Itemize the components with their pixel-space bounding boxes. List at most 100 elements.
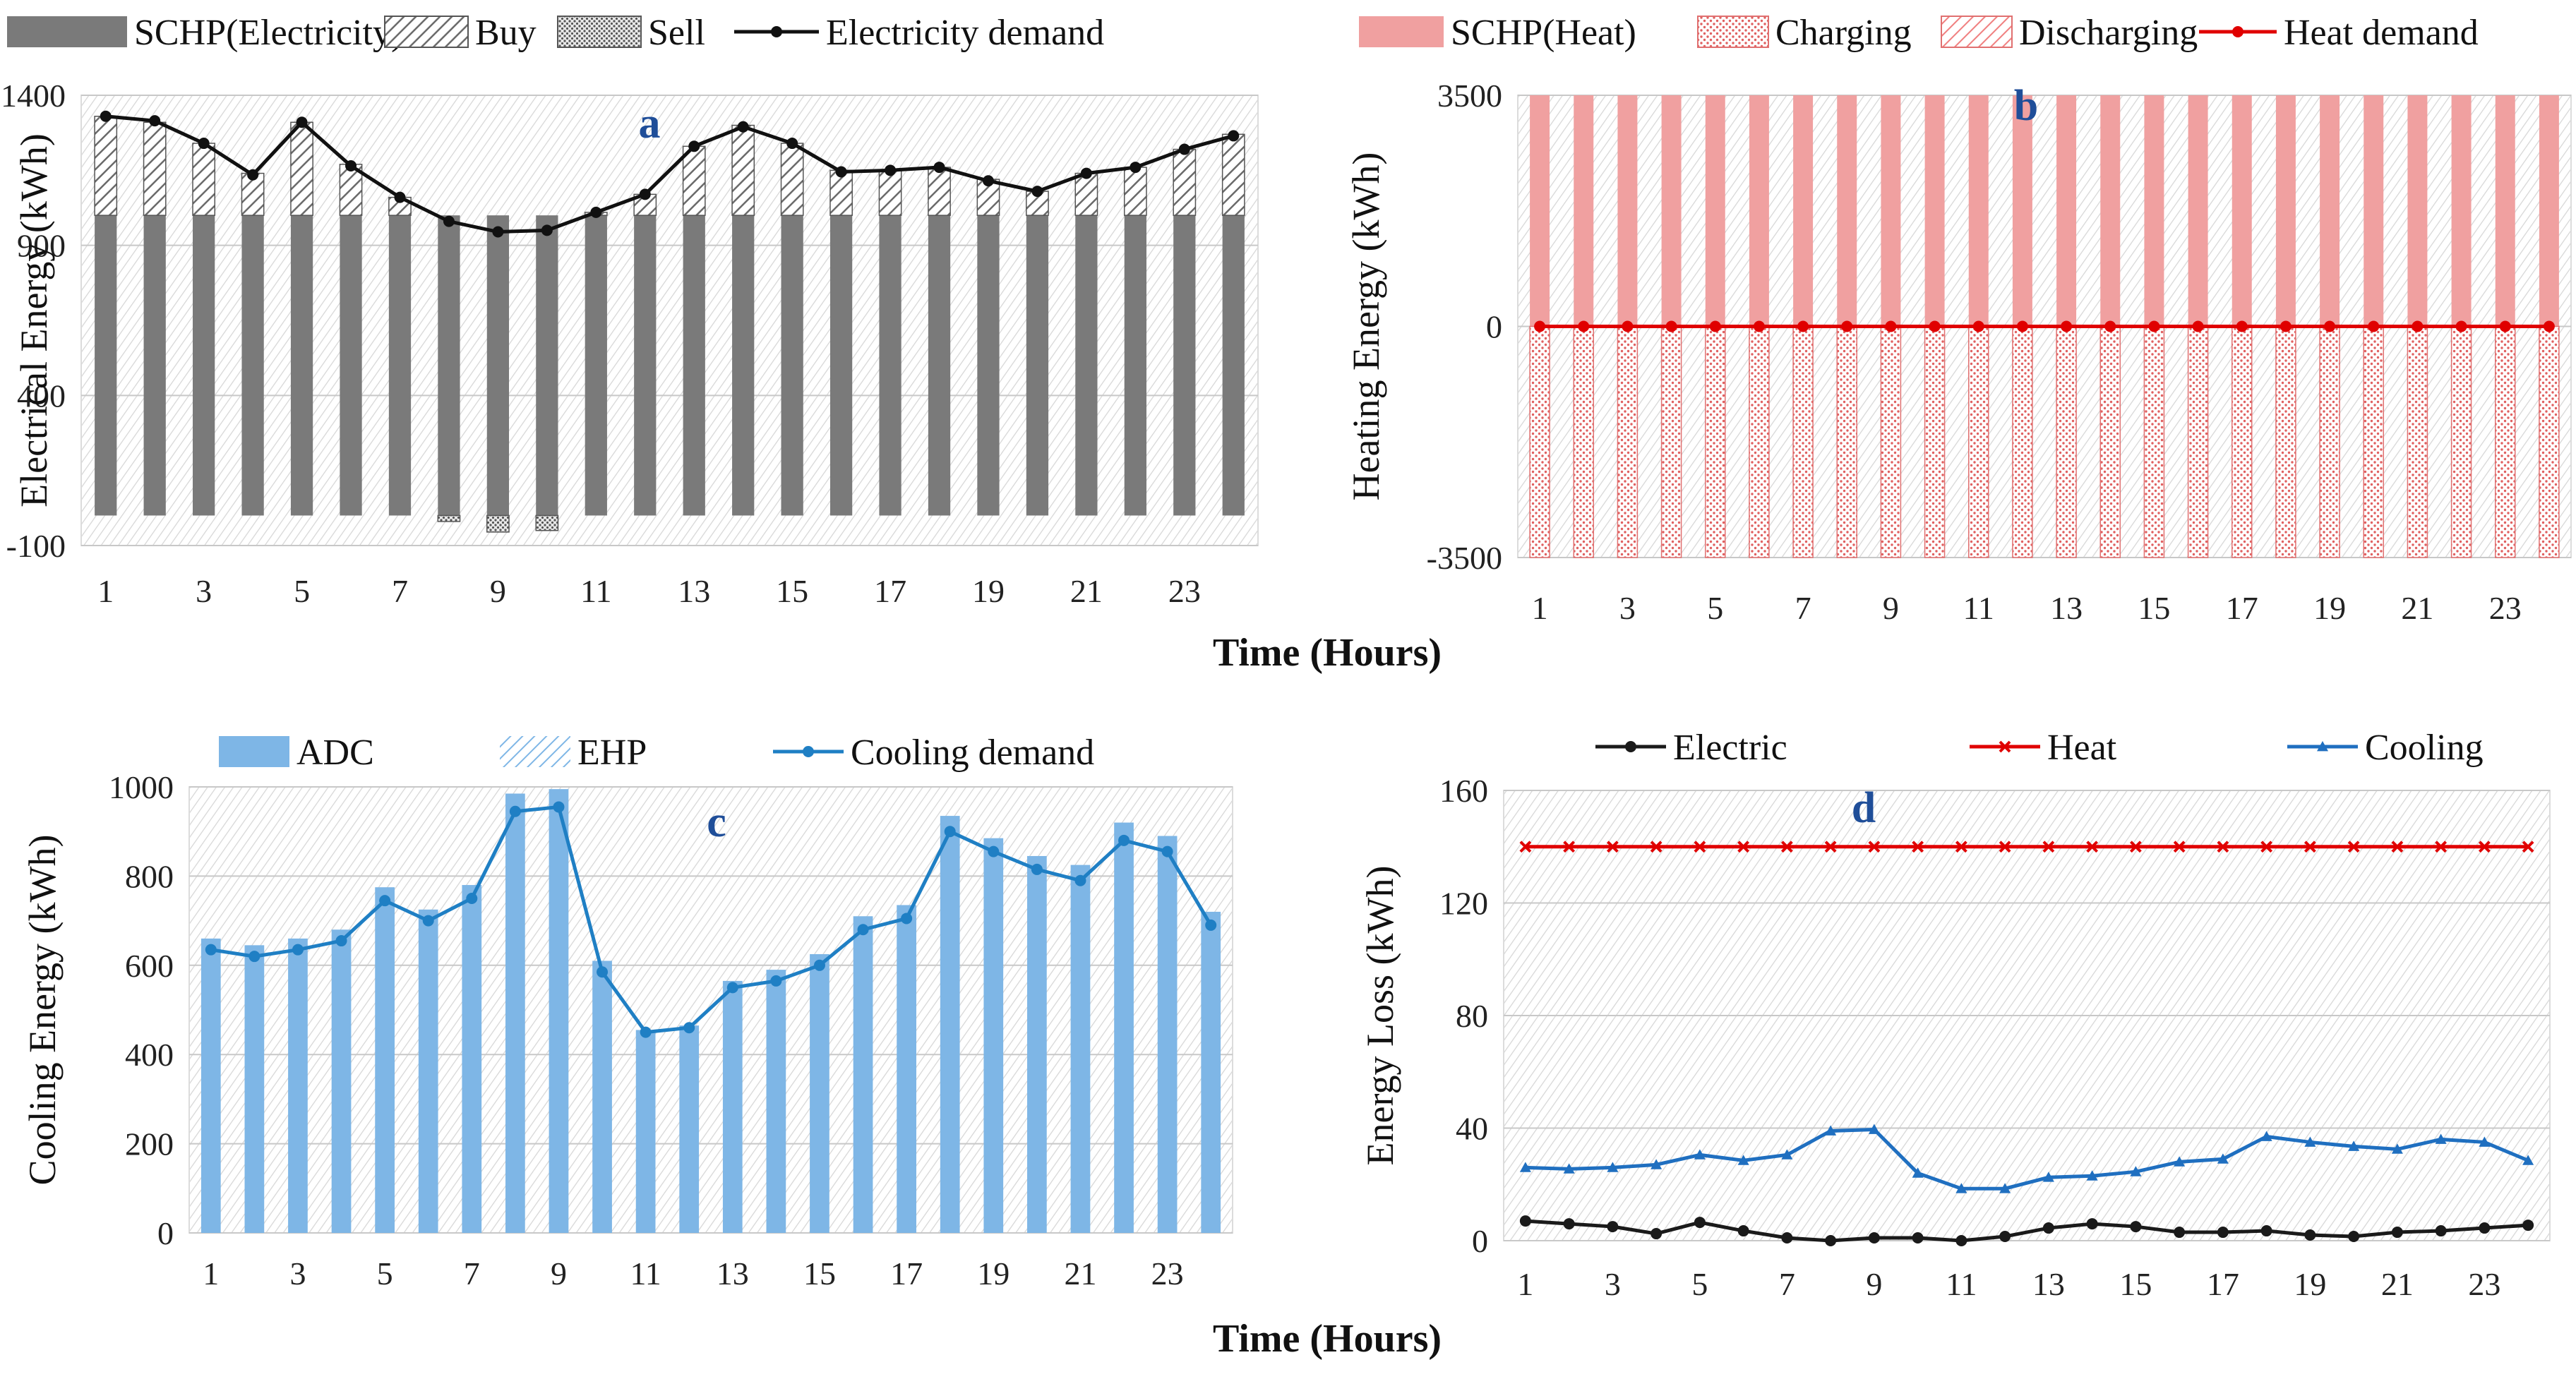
point-a-electricity-demand-18 [933,162,945,174]
bar-b-charging-19 [2319,325,2340,558]
bar-b-schp-heat--3 [1617,95,1638,327]
bar-b-charging-21 [2407,325,2428,558]
y-tick-label-c-5: 1000 [109,769,174,805]
legend-label-b-charging: Charging [1775,13,1912,53]
point-d-heat-13 [2042,841,2055,853]
x-tick-label-b-1: 3 [1619,590,1636,626]
point-b-heat-demand-23 [2499,320,2511,332]
legend-label-d-electric: Electric [1673,728,1787,768]
point-b-heat-demand-19 [2324,320,2336,332]
legend-marker-a-electricity-demand [771,26,782,37]
point-a-electricity-demand-17 [885,164,897,176]
bar-c-adc-10 [592,961,612,1233]
panel-tag-a: a [639,100,661,147]
bar-a-buy-18 [928,167,951,216]
point-a-electricity-demand-9 [492,226,504,238]
bar-a-buy-14 [731,124,755,216]
x-axis-title-top: Time (Hours) [1213,631,1442,675]
x-tick-label-c-11: 23 [1151,1255,1184,1291]
bar-b-schp-heat--19 [2320,95,2340,327]
bar-a-schp-electricity--24 [1222,215,1245,516]
legend-swatch-b-discharging [1941,16,2013,48]
y-tick-label-a-2: 900 [17,228,66,264]
bar-c-adc-22 [1114,822,1134,1233]
bar-b-charging-12 [2012,325,2033,558]
bar-b-charging-4 [1660,325,1682,558]
bar-a-schp-electricity--14 [732,215,755,516]
point-c-cooling-demand-12 [683,1022,695,1034]
point-d-heat-11 [1955,841,1967,853]
line-a-electricity-demand [105,114,1234,234]
bar-b-charging-11 [1968,325,1989,558]
bar-c-adc-17 [897,905,916,1233]
bar-a-schp-electricity--22 [1124,215,1146,516]
bar-c-adc-24 [1201,911,1221,1233]
legend-label-c-adc: ADC [296,733,374,773]
point-d-cooling-14 [2086,1170,2098,1181]
point-a-electricity-demand-23 [1178,143,1190,155]
point-d-cooling-17 [2217,1153,2229,1164]
point-b-heat-demand-9 [1885,320,1897,332]
point-c-cooling-demand-19 [988,845,1000,857]
x-tick-label-c-4: 9 [551,1255,567,1291]
point-d-cooling-20 [2348,1140,2360,1151]
legend-label-a-buy: Buy [475,13,537,53]
bar-b-schp-heat--7 [1793,95,1814,327]
bar-c-adc-9 [549,789,569,1233]
line-d-electric [1525,1219,2529,1243]
x-tick-label-d-8: 17 [2207,1266,2239,1302]
bar-b-charging-6 [1749,325,1770,558]
point-c-cooling-demand-1 [205,944,217,956]
point-d-electric-4 [1651,1228,1663,1240]
bar-c-adc-12 [679,1025,700,1233]
bar-b-schp-heat--18 [2275,95,2296,327]
point-d-cooling-4 [1651,1159,1663,1169]
point-b-heat-demand-17 [2236,320,2248,332]
legend-swatch-a-schp-electricity- [7,16,127,47]
x-tick-label-a-10: 21 [1070,573,1103,609]
point-b-heat-demand-20 [2368,320,2380,332]
y-tick-label-b-2: 3500 [1437,78,1502,114]
bar-a-buy-17 [878,169,902,216]
x-tick-label-b-8: 17 [2226,590,2258,626]
point-d-cooling-13 [2042,1172,2054,1182]
x-tick-label-a-5: 11 [580,573,611,609]
point-d-electric-2 [1563,1218,1575,1230]
point-c-cooling-demand-15 [813,959,825,971]
y-tick-label-c-3: 600 [125,948,174,984]
bar-a-buy-5 [290,121,313,216]
bar-b-charging-14 [2099,325,2121,558]
point-d-electric-3 [1607,1221,1619,1233]
bar-c-adc-18 [940,816,960,1233]
x-tick-label-a-8: 17 [874,573,906,609]
line-c-cooling-demand [210,805,1213,1035]
bar-b-charging-8 [1836,325,1857,558]
x-tick-label-b-5: 11 [1963,590,1994,626]
x-tick-label-d-11: 23 [2468,1266,2500,1302]
x-tick-label-d-9: 19 [2294,1266,2326,1302]
point-d-cooling-6 [1737,1155,1749,1165]
bar-a-schp-electricity--4 [241,215,264,516]
bar-a-sell-8 [437,514,461,522]
legend-marker-c-cooling-demand [803,746,814,757]
line-d-cooling [1525,1127,2529,1191]
point-d-heat-6 [1737,841,1750,853]
point-a-electricity-demand-22 [1130,162,1142,174]
point-d-heat-2 [1563,841,1576,853]
point-b-heat-demand-8 [1841,320,1853,332]
bar-a-buy-15 [780,143,804,216]
point-a-electricity-demand-7 [394,191,406,203]
x-tick-label-d-7: 15 [2119,1266,2152,1302]
point-d-cooling-16 [2174,1156,2186,1167]
bar-c-adc-8 [505,793,525,1233]
bar-a-schp-electricity--11 [585,215,607,516]
y-tick-label-c-1: 200 [125,1126,174,1162]
point-d-electric-18 [2260,1225,2272,1237]
legend-label-c-ehp: EHP [577,733,647,773]
x-tick-label-b-10: 21 [2401,590,2433,626]
bar-a-schp-electricity--1 [95,215,117,516]
x-tick-label-d-1: 3 [1605,1266,1621,1302]
x-tick-label-d-0: 1 [1517,1266,1533,1302]
x-tick-label-d-10: 21 [2381,1266,2414,1302]
